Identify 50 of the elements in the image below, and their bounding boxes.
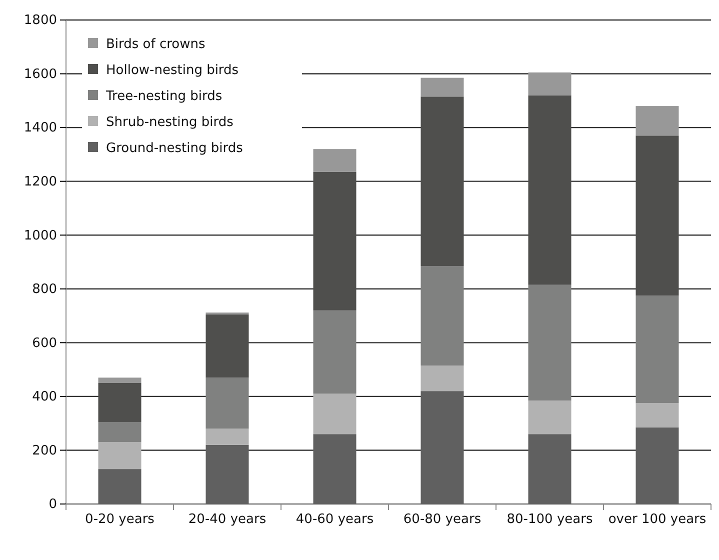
y-tick-label: 800	[32, 282, 57, 298]
bar	[206, 444, 249, 504]
bar	[313, 172, 356, 310]
x-tick-label: 20-40 years	[188, 512, 266, 528]
x-tick-label: 0-20 years	[85, 512, 155, 528]
bar	[206, 378, 249, 429]
legend-label: Ground-nesting birds	[106, 141, 244, 156]
bar	[98, 469, 142, 504]
y-tick-label: 200	[32, 443, 57, 458]
bar	[636, 427, 679, 504]
y-tick-label: 1000	[24, 228, 57, 244]
y-tick-label: 1600	[24, 66, 57, 82]
y-tick-label: 1800	[24, 13, 57, 28]
y-tick-label: 400	[32, 390, 57, 405]
bar	[98, 378, 142, 383]
bar	[313, 310, 356, 394]
bar	[98, 422, 142, 442]
bar	[98, 383, 142, 422]
bar	[528, 434, 572, 504]
legend-label: Birds of crowns	[106, 37, 206, 52]
bar	[420, 391, 464, 504]
bar	[313, 149, 356, 172]
y-tick-label: 0	[48, 497, 57, 512]
bar	[636, 136, 679, 296]
legend-label: Shrub-nesting birds	[106, 115, 234, 130]
bar	[528, 284, 572, 400]
bar	[528, 400, 572, 434]
bar	[206, 314, 249, 378]
x-tick-label: 60-80 years	[403, 512, 482, 528]
bar	[420, 96, 464, 266]
bar	[528, 72, 572, 96]
y-tick-label: 1400	[24, 120, 57, 136]
bar	[420, 78, 464, 97]
bar	[636, 296, 679, 404]
y-tick-label: 1200	[24, 174, 57, 190]
x-tick-label: 40-60 years	[296, 512, 374, 528]
bar	[420, 366, 464, 392]
x-tick-label: over 100 years	[608, 512, 706, 528]
legend-label: Hollow-nesting birds	[106, 63, 239, 78]
bar	[98, 442, 142, 470]
bar	[206, 428, 249, 445]
bar	[636, 106, 679, 136]
bar	[313, 394, 356, 434]
bar	[313, 434, 356, 504]
legend-label: Tree-nesting birds	[105, 89, 222, 104]
bar	[420, 266, 464, 366]
y-tick-label: 600	[32, 336, 57, 351]
bar	[528, 95, 572, 285]
x-tick-label: 80-100 years	[506, 512, 593, 528]
bar	[636, 403, 679, 428]
